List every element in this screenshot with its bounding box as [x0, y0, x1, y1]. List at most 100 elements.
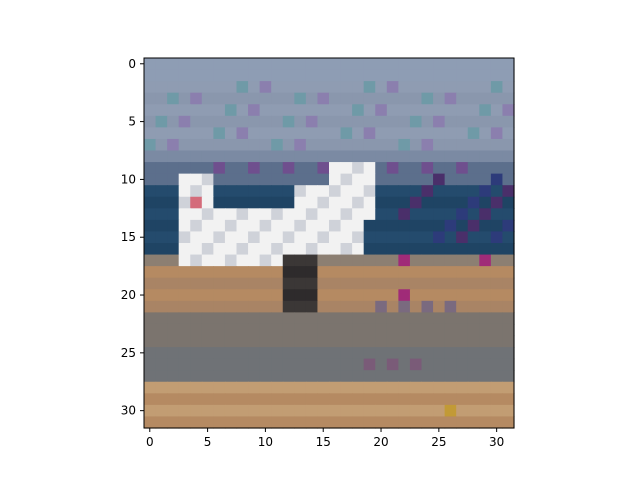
image-pixel — [201, 150, 214, 163]
image-pixel — [479, 69, 492, 82]
image-pixel — [444, 208, 457, 221]
image-pixel — [490, 173, 504, 186]
image-pixel — [340, 312, 353, 325]
image-pixel — [213, 127, 226, 140]
image-pixel — [190, 127, 203, 140]
image-pixel — [502, 416, 515, 429]
image-pixel — [352, 381, 365, 394]
image-pixel — [305, 219, 319, 233]
image-pixel — [305, 162, 319, 175]
image-pixel — [259, 404, 272, 418]
image-pixel — [248, 196, 261, 209]
image-pixel — [144, 300, 157, 313]
image-pixel — [444, 370, 457, 383]
image-pixel — [259, 115, 272, 128]
image-pixel — [490, 196, 504, 209]
image-pixel — [433, 58, 446, 71]
image-pixel — [201, 254, 214, 267]
image-pixel — [490, 358, 504, 371]
image-pixel — [236, 312, 249, 325]
image-pixel — [421, 138, 434, 152]
image-pixel — [433, 104, 446, 117]
image-pixel — [386, 150, 399, 163]
image-pixel — [386, 312, 399, 325]
image-pixel — [224, 393, 238, 406]
image-pixel — [282, 381, 295, 394]
image-pixel — [329, 370, 342, 383]
image-pixel — [352, 173, 365, 186]
image-pixel — [144, 243, 157, 256]
image-pixel — [167, 81, 180, 94]
image-pixel — [294, 381, 307, 394]
image-pixel — [201, 231, 214, 244]
image-pixel — [213, 312, 226, 325]
image-pixel — [259, 104, 272, 117]
image-pixel — [178, 208, 191, 221]
image-pixel — [421, 370, 434, 383]
image-pixel — [398, 347, 411, 360]
image-pixel — [444, 173, 457, 186]
image-pixel — [213, 254, 226, 267]
image-pixel — [421, 115, 434, 128]
image-pixel — [144, 231, 157, 244]
image-pixel — [190, 69, 203, 82]
image-pixel — [259, 347, 272, 360]
image-pixel — [271, 127, 284, 140]
image-pixel — [375, 393, 388, 406]
image-pixel — [317, 381, 330, 394]
image-pixel — [155, 393, 168, 406]
image-pixel — [386, 104, 399, 117]
image-pixel — [259, 162, 272, 175]
image-pixel — [167, 231, 180, 244]
image-pixel — [386, 231, 399, 244]
image-pixel — [213, 323, 226, 337]
image-pixel — [167, 300, 180, 313]
image-pixel — [467, 69, 480, 82]
image-pixel — [144, 277, 157, 290]
image-pixel — [502, 162, 515, 175]
image-pixel — [444, 335, 457, 348]
image-pixel — [201, 404, 214, 418]
image-pixel — [340, 323, 353, 337]
image-pixel — [236, 150, 249, 163]
image-pixel — [375, 347, 388, 360]
image-pixel — [178, 58, 191, 71]
y-tick-label: 30 — [121, 404, 136, 418]
image-pixel — [155, 347, 168, 360]
image-pixel — [340, 127, 353, 140]
image-pixel — [398, 416, 411, 429]
image-pixel — [248, 243, 261, 256]
image-pixel — [305, 312, 319, 325]
image-pixel — [305, 104, 319, 117]
image-pixel — [329, 92, 342, 105]
image-pixel — [224, 185, 238, 198]
image-pixel — [386, 208, 399, 221]
image-pixel — [236, 323, 249, 337]
image-pixel — [213, 150, 226, 163]
image-pixel — [467, 335, 480, 348]
image-pixel — [248, 58, 261, 71]
image-pixel — [248, 162, 261, 175]
image-pixel — [294, 312, 307, 325]
image-pixel — [271, 404, 284, 418]
image-pixel — [479, 92, 492, 105]
image-pixel — [271, 277, 284, 290]
image-pixel — [340, 266, 353, 279]
image-pixel — [409, 266, 423, 279]
image-pixel — [155, 335, 168, 348]
image-pixel — [305, 208, 319, 221]
image-pixel — [398, 196, 411, 209]
image-pixel — [398, 69, 411, 82]
image-pixel — [224, 150, 238, 163]
image-pixel — [155, 185, 168, 198]
image-pixel — [421, 196, 434, 209]
image-pixel — [305, 185, 319, 198]
image-pixel — [467, 381, 480, 394]
image-pixel — [502, 358, 515, 371]
image-pixel — [236, 266, 249, 279]
image-pixel — [409, 335, 423, 348]
image-pixel — [340, 138, 353, 152]
image-pixel — [386, 115, 399, 128]
image-pixel — [398, 243, 411, 256]
image-pixel — [375, 312, 388, 325]
